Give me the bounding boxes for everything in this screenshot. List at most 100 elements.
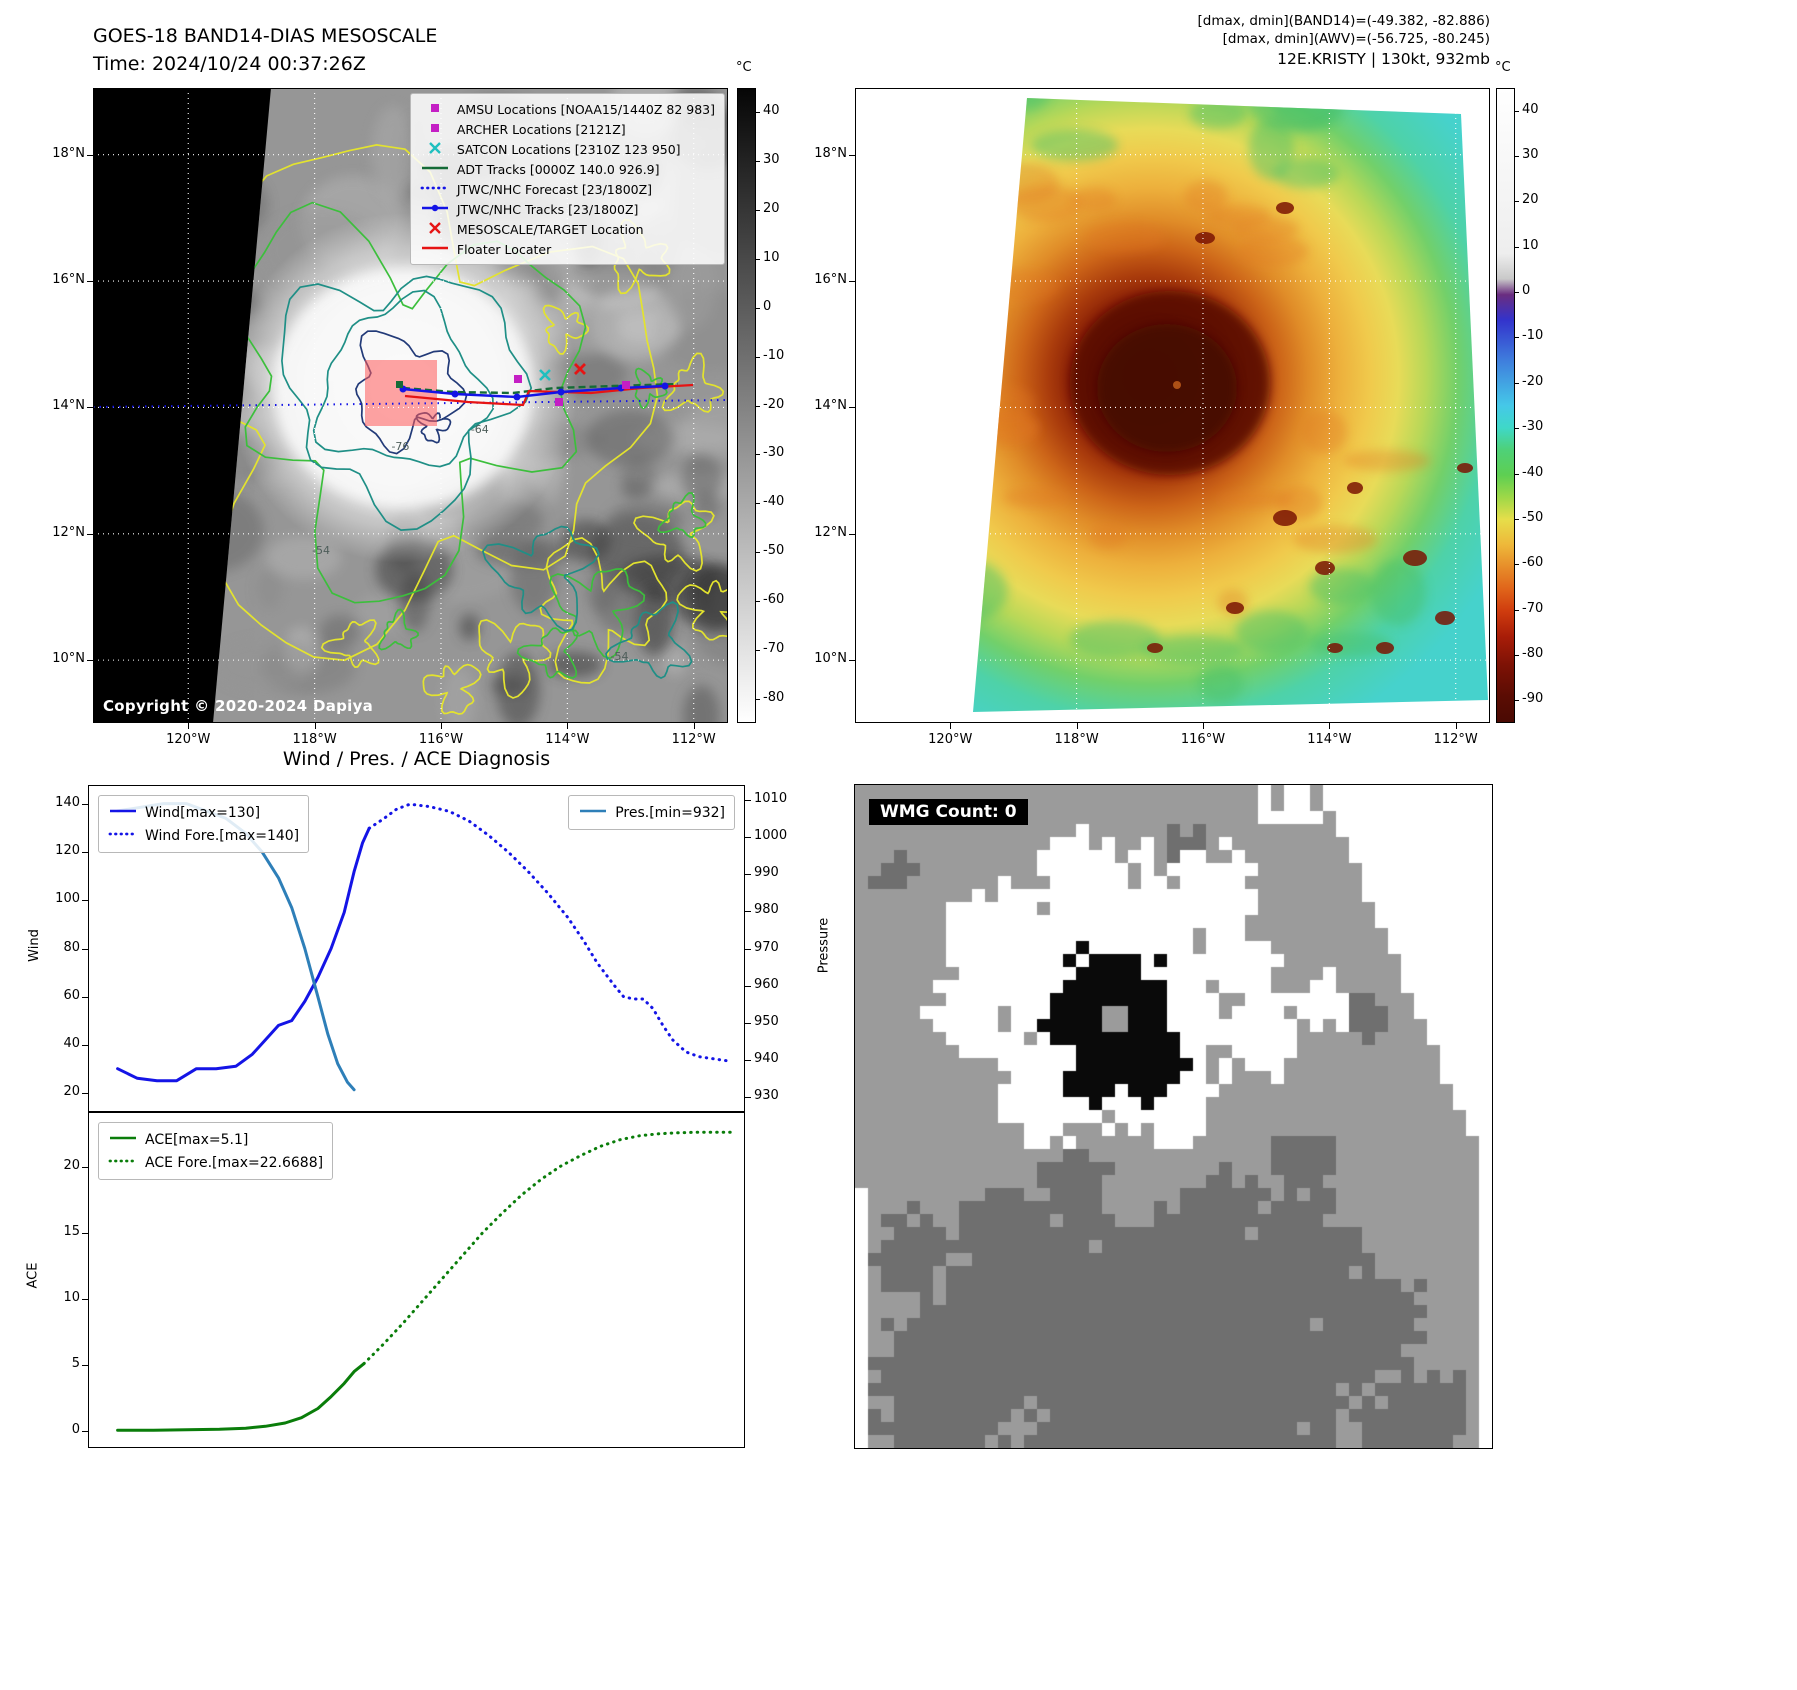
contour-label: -54 bbox=[312, 543, 331, 557]
awv-colorbar bbox=[1496, 88, 1515, 723]
x-tick-label: 112°W bbox=[671, 732, 716, 747]
wind-legend: Wind[max=130] Wind Fore.[max=140] bbox=[98, 795, 310, 853]
legend-marker-icon bbox=[108, 827, 138, 845]
tick-mark bbox=[87, 660, 93, 662]
legend-marker-icon bbox=[420, 221, 450, 238]
diagnosis-title: Wind / Pres. / ACE Diagnosis bbox=[282, 748, 551, 770]
x-tick-label: 120°W bbox=[928, 732, 973, 747]
legend-item: MESOSCALE/TARGET Location bbox=[420, 219, 715, 239]
legend-item: AMSU Locations [NOAA15/1440Z 82 983] bbox=[420, 99, 715, 119]
colorbar-tick-label: 0 bbox=[763, 298, 772, 314]
legend-marker-icon bbox=[420, 101, 450, 118]
tick-mark bbox=[82, 1167, 88, 1169]
y-tick-label: 940 bbox=[754, 1050, 779, 1066]
tick-mark bbox=[745, 837, 751, 839]
y-tick-label: 100 bbox=[55, 891, 80, 907]
contour-label: -54 bbox=[610, 649, 629, 663]
y-tick-label: 12°N bbox=[814, 524, 847, 540]
legend-label: ACE[max=5.1] bbox=[145, 1131, 249, 1148]
y-tick-label: 960 bbox=[754, 976, 779, 992]
tick-mark bbox=[1515, 473, 1519, 475]
y-tick-label: 990 bbox=[754, 865, 779, 881]
tick-mark bbox=[745, 911, 751, 913]
legend-marker-icon bbox=[420, 161, 450, 178]
contour-label: -76 bbox=[391, 440, 410, 454]
legend-marker-icon bbox=[108, 1154, 138, 1172]
legend-label: Wind Fore.[max=140] bbox=[145, 827, 300, 844]
y-tick-label: 970 bbox=[754, 939, 779, 955]
legend-marker-icon bbox=[420, 121, 450, 138]
x-tick-label: 118°W bbox=[1054, 732, 1099, 747]
legend-label: SATCON Locations [2310Z 123 950] bbox=[456, 141, 681, 157]
x-tick-label: 114°W bbox=[545, 732, 590, 747]
colorbar-tick-label: -80 bbox=[1522, 645, 1544, 661]
ace-legend: ACE[max=5.1] ACE Fore.[max=22.6688] bbox=[98, 1122, 334, 1180]
tick-mark bbox=[1515, 382, 1519, 384]
tick-mark bbox=[82, 852, 88, 854]
tick-mark bbox=[1515, 337, 1519, 339]
x-tick-label: 120°W bbox=[166, 732, 211, 747]
colorbar-tick-label: -10 bbox=[763, 347, 785, 363]
tick-mark bbox=[756, 307, 760, 309]
colorbar-tick-label: -60 bbox=[763, 591, 785, 607]
tick-mark bbox=[567, 723, 569, 729]
tick-mark bbox=[1515, 518, 1519, 520]
tick-mark bbox=[82, 996, 88, 998]
tick-mark bbox=[82, 1430, 88, 1432]
tick-mark bbox=[756, 112, 760, 114]
y-tick-label: 18°N bbox=[814, 145, 847, 161]
legend-marker-icon bbox=[578, 804, 608, 822]
storm-id: 12E.KRISTY | 130kt, 932mb bbox=[1277, 50, 1490, 68]
wmg-mask-image bbox=[854, 784, 1493, 1449]
colorbar-tick-label: 10 bbox=[763, 249, 780, 265]
y-tick-label: 0 bbox=[71, 1421, 80, 1437]
tick-mark bbox=[849, 281, 855, 283]
awv-satellite-image bbox=[855, 88, 1490, 723]
tick-mark bbox=[745, 985, 751, 987]
copyright-text: Copyright © 2020-2024 Dapiya bbox=[103, 697, 374, 715]
colorbar-tick-label: -30 bbox=[763, 445, 785, 461]
colorbar-tick-label: 0 bbox=[1522, 283, 1531, 299]
wmg-count-badge: WMG Count: 0 bbox=[869, 799, 1028, 825]
legend-label: Wind[max=130] bbox=[145, 804, 261, 821]
y-tick-label: 140 bbox=[55, 795, 80, 811]
y-tick-label: 20 bbox=[63, 1083, 80, 1099]
y-tick-label: 16°N bbox=[814, 272, 847, 288]
legend-label: JTWC/NHC Tracks [23/1800Z] bbox=[456, 201, 639, 217]
tick-mark bbox=[756, 698, 760, 700]
legend-label: ADT Tracks [0000Z 140.0 926.9] bbox=[456, 161, 660, 177]
tick-mark bbox=[756, 210, 760, 212]
tick-mark bbox=[756, 405, 760, 407]
colorbar-tick-label: 30 bbox=[1522, 147, 1539, 163]
y-tick-label: 1010 bbox=[754, 790, 788, 806]
colorbar-tick-label: -20 bbox=[1522, 373, 1544, 389]
tick-mark bbox=[849, 407, 855, 409]
tick-mark bbox=[745, 1097, 751, 1099]
tick-mark bbox=[87, 533, 93, 535]
tick-mark bbox=[745, 1022, 751, 1024]
legend-label: JTWC/NHC Forecast [23/1800Z] bbox=[456, 181, 653, 197]
legend-marker-icon bbox=[420, 241, 450, 258]
tick-mark bbox=[693, 723, 695, 729]
awv-dmax-awv: [dmax, dmin](AWV)=(-56.725, -80.245) bbox=[1222, 31, 1490, 47]
tick-mark bbox=[82, 948, 88, 950]
colorbar-tick-label: -40 bbox=[1522, 464, 1544, 480]
tick-mark bbox=[82, 1364, 88, 1366]
band14-title-block: GOES-18 BAND14-DIAS MESOSCALE Time: 2024… bbox=[93, 22, 437, 78]
colorbar-tick-label: 40 bbox=[1522, 101, 1539, 117]
colorbar-tick-label: -60 bbox=[1522, 555, 1544, 571]
y-tick-label: 20 bbox=[63, 1158, 80, 1174]
y-tick-label: 15 bbox=[63, 1224, 80, 1240]
tick-mark bbox=[756, 649, 760, 651]
tick-mark bbox=[1515, 564, 1519, 566]
tick-mark bbox=[188, 723, 190, 729]
ace-axis-label: ACE bbox=[25, 1262, 41, 1289]
tick-mark bbox=[1515, 110, 1519, 112]
tick-mark bbox=[82, 1233, 88, 1235]
x-tick-label: 118°W bbox=[292, 732, 337, 747]
tick-mark bbox=[745, 948, 751, 950]
colorbar-tick-label: -40 bbox=[763, 494, 785, 510]
legend-marker-icon bbox=[108, 1131, 138, 1149]
legend-item: ADT Tracks [0000Z 140.0 926.9] bbox=[420, 159, 715, 179]
